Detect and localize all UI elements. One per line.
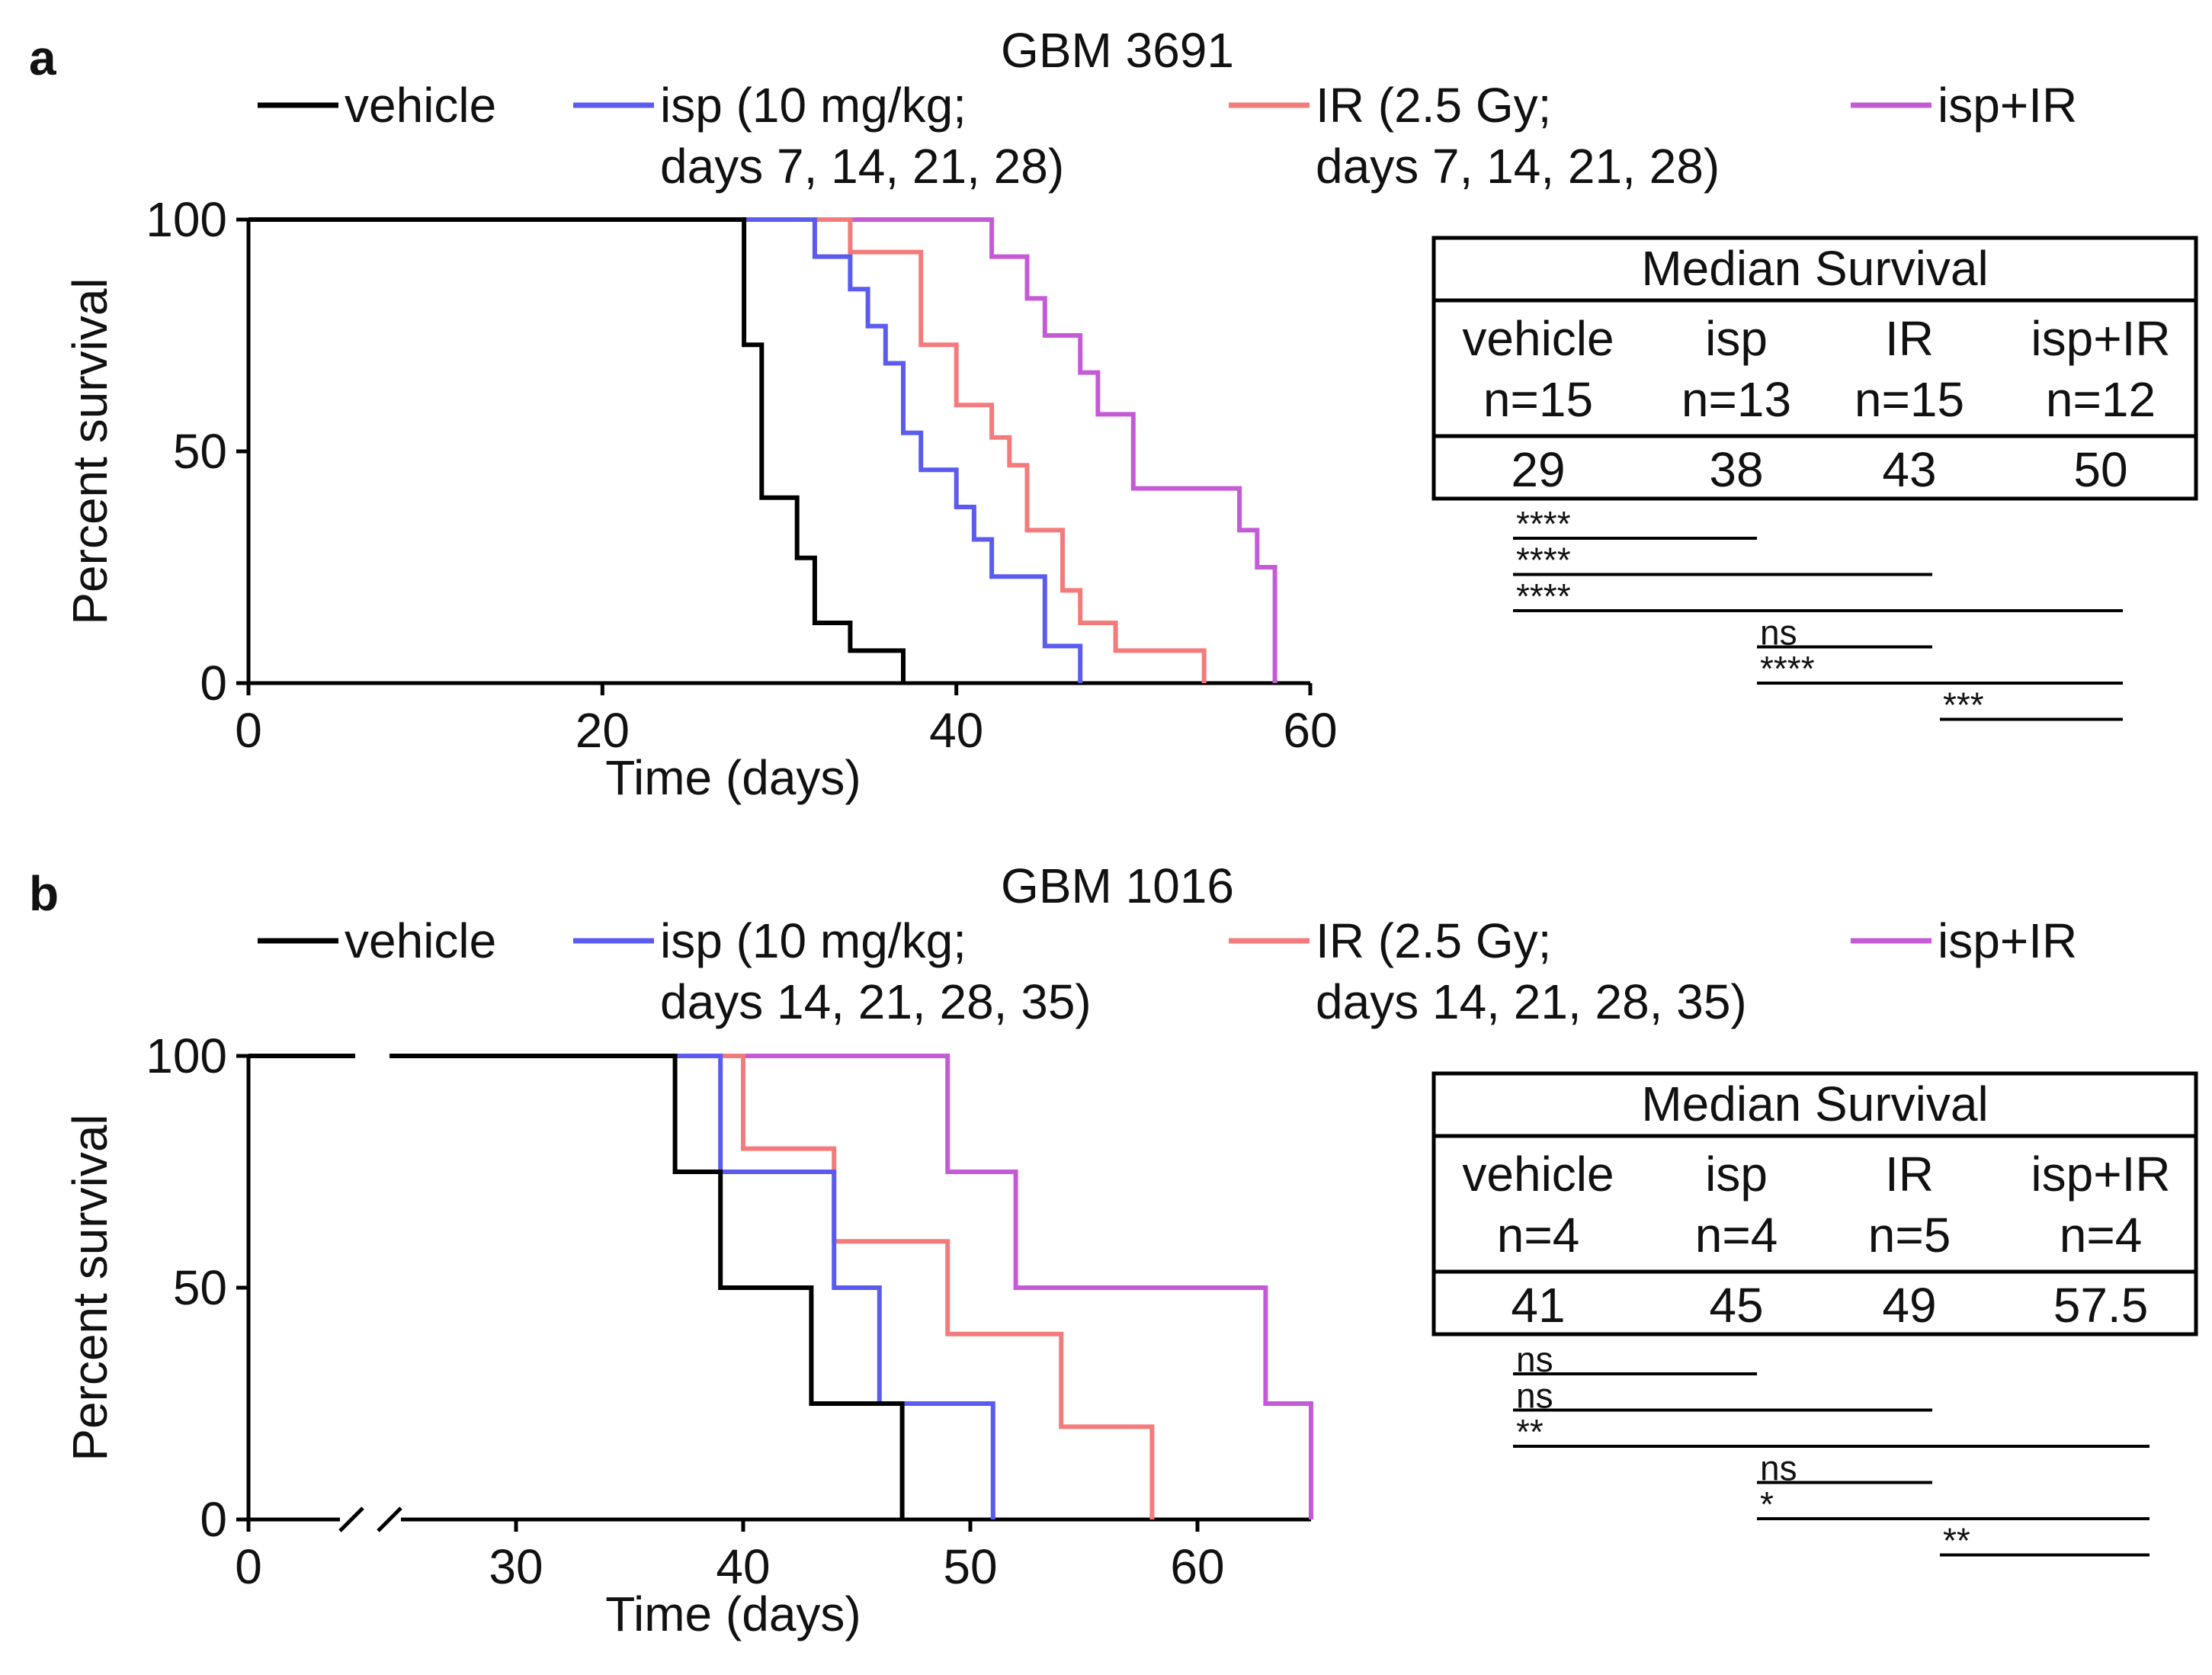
table-group-name: isp (1705, 1147, 1768, 1202)
legend-label-vehicle: vehicle (345, 78, 496, 133)
curve-break-gap (355, 1050, 390, 1062)
median-survival-table: Median Survival vehicle n=4 41 isp n=4 45 IR n=5… (1431, 1071, 2198, 1336)
table-title: Median Survival (1641, 241, 1988, 296)
significance-label: **** (1516, 576, 1571, 616)
survival-curve-isp (248, 217, 1083, 683)
table-title: Median Survival (1641, 1077, 1988, 1131)
significance-label: *** (1943, 685, 1984, 725)
x-tick-label: 40 (716, 1539, 770, 1594)
panel-a: a GBM 3691 vehicle isp (10 mg/kg; days 7, 14… (29, 23, 2198, 805)
survival-curve-isp_IR (248, 1054, 1313, 1519)
table-group-n: n=15 (1483, 372, 1593, 427)
table-group-n: n=4 (1695, 1208, 1778, 1263)
panel-label: b (29, 866, 59, 921)
legend-label-isp: isp (10 mg/kg; (660, 913, 967, 968)
table-group-name: IR (1885, 1147, 1934, 1202)
table-median-value: 57.5 (2053, 1278, 2149, 1333)
panel-label: a (29, 30, 56, 85)
y-tick-label: 100 (146, 1028, 227, 1083)
legend-label-isp_IR: isp+IR (1938, 913, 2077, 968)
table-group-name: IR (1885, 311, 1934, 366)
y-axis-label: Percent survival (63, 278, 117, 624)
table-group-name: isp+IR (2031, 311, 2170, 366)
legend-label-IR-detail: days 14, 21, 28, 35) (1316, 974, 1747, 1029)
survival-curve-vehicle (248, 1054, 905, 1519)
x-tick-label: 0 (235, 703, 262, 758)
table-border (1431, 236, 2198, 501)
table-median-value: 50 (2073, 442, 2127, 497)
survival-curve-isp_IR (248, 217, 1278, 683)
table-median-value: 45 (1709, 1278, 1763, 1333)
table-group-name: isp+IR (2031, 1147, 2170, 1202)
survival-curve-isp (248, 1054, 995, 1519)
y-tick-label: 0 (200, 656, 227, 711)
y-axis-label: Percent survival (63, 1114, 117, 1461)
survival-curve-IR (248, 217, 1207, 683)
survival-curve-vehicle (248, 217, 906, 683)
x-tick-label: 20 (575, 703, 630, 758)
table-median-value: 41 (1511, 1278, 1565, 1333)
x-tick-label: 40 (929, 703, 983, 758)
legend-label-isp-detail: days 14, 21, 28, 35) (660, 974, 1092, 1029)
table-group-name: vehicle (1462, 311, 1614, 366)
x-tick-label: 30 (489, 1539, 543, 1594)
survival-curve-IR (248, 1054, 1155, 1519)
legend-label-IR: IR (2.5 Gy; (1316, 78, 1551, 133)
significance-label: ns (1760, 613, 1797, 653)
legend-label-vehicle: vehicle (345, 913, 496, 968)
legend-label-IR: IR (2.5 Gy; (1316, 913, 1551, 968)
y-tick-label: 50 (173, 424, 227, 479)
significance-label: **** (1516, 504, 1571, 544)
x-axis-label: Time (days) (605, 750, 861, 805)
significance-label: * (1760, 1484, 1774, 1524)
legend-label-isp_IR: isp+IR (1938, 78, 2077, 133)
table-group-n: n=12 (2046, 372, 2156, 427)
significance-label: ns (1516, 1340, 1553, 1379)
table-median-value: 38 (1709, 442, 1763, 497)
legend-label-isp: isp (10 mg/kg; (660, 78, 967, 133)
significance-label: ns (1516, 1376, 1553, 1416)
table-group-name: vehicle (1462, 1147, 1614, 1202)
table-group-n: n=5 (1868, 1208, 1951, 1263)
panel-b: b GBM 1016 vehicle isp (10 mg/kg; days 14, 2… (29, 858, 2198, 1641)
significance-label: **** (1516, 541, 1571, 580)
significance-label: ** (1943, 1521, 1970, 1561)
table-group-n: n=13 (1681, 372, 1791, 427)
table-median-value: 29 (1511, 442, 1565, 497)
x-tick-label: 0 (235, 1539, 262, 1594)
x-tick-label: 60 (1170, 1539, 1224, 1594)
x-tick-label: 50 (943, 1539, 997, 1594)
table-median-value: 49 (1882, 1278, 1936, 1333)
chart-title: GBM 3691 (1001, 23, 1234, 78)
axis-break-mark (377, 1507, 402, 1532)
table-group-n: n=4 (2060, 1208, 2143, 1263)
chart-title: GBM 1016 (1001, 858, 1234, 913)
legend-label-IR-detail: days 7, 14, 21, 28) (1316, 139, 1720, 194)
x-tick-label: 60 (1283, 703, 1337, 758)
y-tick-label: 100 (146, 192, 227, 247)
significance-label: ** (1516, 1412, 1544, 1452)
x-axis-label: Time (days) (605, 1587, 861, 1641)
y-tick-label: 0 (200, 1492, 227, 1547)
table-border (1431, 1071, 2198, 1336)
table-group-n: n=4 (1497, 1208, 1580, 1263)
significance-label: **** (1760, 649, 1815, 688)
table-group-n: n=15 (1855, 372, 1964, 427)
significance-label: ns (1760, 1449, 1797, 1488)
table-median-value: 43 (1882, 442, 1936, 497)
legend-label-isp-detail: days 7, 14, 21, 28) (660, 139, 1064, 194)
axis-break-mark (338, 1507, 364, 1532)
median-survival-table: Median Survival vehicle n=15 29 isp n=13 38 IR n… (1431, 236, 2198, 501)
table-group-name: isp (1705, 311, 1768, 366)
y-tick-label: 50 (173, 1260, 227, 1315)
